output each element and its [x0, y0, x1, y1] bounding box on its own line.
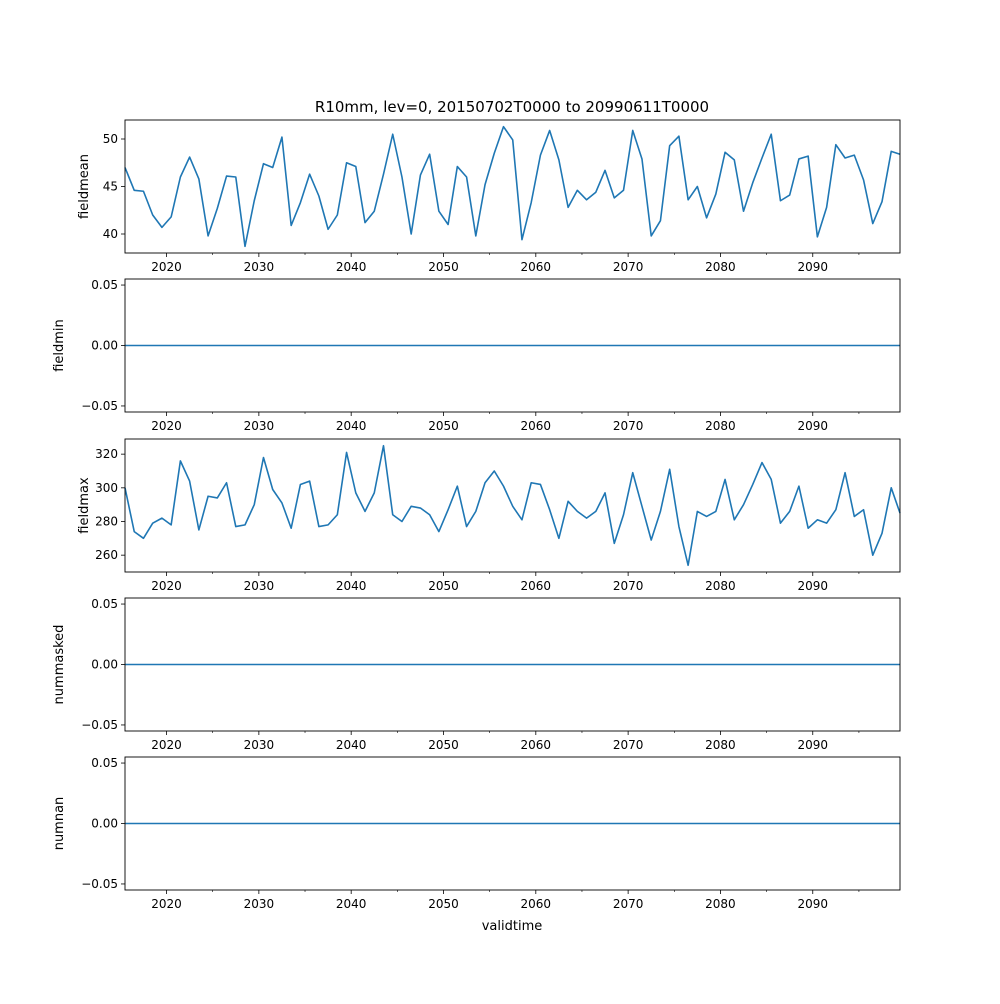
x-tick-label: 2050	[428, 738, 459, 752]
x-tick-label: 2020	[151, 260, 182, 274]
x-tick-label: 2060	[521, 897, 552, 911]
x-tick-label: 2040	[336, 419, 367, 433]
x-tick-label: 2050	[428, 897, 459, 911]
subplot-fieldmax: 2020 2030 2040 2050 2060 2070 2080 2090 260 280 30…	[77, 439, 900, 593]
x-tick-label: 2020	[151, 738, 182, 752]
y-tick-label: 0.00	[91, 817, 118, 831]
y-tick-label: 300	[95, 481, 118, 495]
y-tick-label: 40	[103, 227, 118, 241]
series-line-fieldmax	[125, 446, 900, 566]
x-tick-label: 2040	[336, 579, 367, 593]
series-line-fieldmean	[125, 127, 900, 247]
x-tick-label: 2060	[521, 579, 552, 593]
x-tick-label: 2070	[613, 579, 644, 593]
x-tick-label: 2040	[336, 260, 367, 274]
subplot-fieldmin: 2020 2030 2040 2050 2060 2070 2080 2090 −0.05 0.0…	[52, 278, 900, 433]
x-tick-label: 2080	[705, 579, 736, 593]
y-tick-label: 50	[103, 132, 118, 146]
y-tick-label: 0.05	[91, 756, 118, 770]
x-tick-label: 2020	[151, 897, 182, 911]
x-tick-label: 2040	[336, 897, 367, 911]
x-tick-label: 2080	[705, 738, 736, 752]
x-tick-label: 2070	[613, 260, 644, 274]
x-tick-label: 2060	[521, 738, 552, 752]
y-axis-label: nummasked	[52, 625, 67, 705]
x-tick-label: 2050	[428, 260, 459, 274]
x-tick-label: 2060	[521, 260, 552, 274]
chart-title: R10mm, lev=0, 20150702T0000 to 20990611T…	[315, 98, 709, 116]
x-tick-label: 2070	[613, 419, 644, 433]
x-tick-label: 2080	[705, 419, 736, 433]
x-tick-label: 2090	[797, 738, 828, 752]
x-tick-label: 2030	[244, 419, 275, 433]
x-tick-label: 2030	[244, 260, 275, 274]
x-tick-label: 2040	[336, 738, 367, 752]
x-axis-label: validtime	[482, 919, 543, 934]
subplot-nummasked: 2020 2030 2040 2050 2060 2070 2080 2090 −0.05 0.0…	[52, 597, 900, 752]
y-tick-label: 320	[95, 447, 118, 461]
x-tick-label: 2090	[797, 579, 828, 593]
x-tick-label: 2070	[613, 897, 644, 911]
subplot-fieldmean: 2020 2030 2040 2050 2060 2070 2080 2090 40 45 50 fi…	[77, 120, 900, 274]
y-tick-label: 0.05	[91, 278, 118, 292]
y-tick-label: −0.05	[81, 718, 118, 732]
x-tick-label: 2080	[705, 260, 736, 274]
x-tick-label: 2080	[705, 897, 736, 911]
x-tick-label: 2020	[151, 579, 182, 593]
y-tick-label: 0.05	[91, 597, 118, 611]
y-tick-label: 0.00	[91, 339, 118, 353]
y-tick-label: 280	[95, 514, 118, 528]
x-tick-label: 2050	[428, 419, 459, 433]
y-axis-label: fieldmin	[52, 319, 67, 372]
x-tick-label: 2070	[613, 738, 644, 752]
x-tick-label: 2050	[428, 579, 459, 593]
y-tick-label: 45	[103, 180, 118, 194]
y-tick-label: −0.05	[81, 399, 118, 413]
y-axis-label: fieldmean	[77, 154, 92, 219]
y-axis-label: numnan	[52, 797, 67, 851]
y-axis-label: fieldmax	[77, 477, 92, 534]
y-tick-label: 260	[95, 548, 118, 562]
x-tick-label: 2030	[244, 738, 275, 752]
x-tick-label: 2090	[797, 897, 828, 911]
x-tick-label: 2060	[521, 419, 552, 433]
x-tick-label: 2090	[797, 419, 828, 433]
subplot-stack: 2020 2030 2040 2050 2060 2070 2080 2090 40 45 50 fi…	[52, 120, 900, 911]
subplot-numnan: 2020 2030 2040 2050 2060 2070 2080 2090 −0.05 0.0…	[52, 756, 900, 911]
x-tick-label: 2030	[244, 579, 275, 593]
y-tick-label: 0.00	[91, 658, 118, 672]
y-tick-label: −0.05	[81, 877, 118, 891]
x-tick-label: 2020	[151, 419, 182, 433]
x-tick-label: 2030	[244, 897, 275, 911]
x-tick-label: 2090	[797, 260, 828, 274]
